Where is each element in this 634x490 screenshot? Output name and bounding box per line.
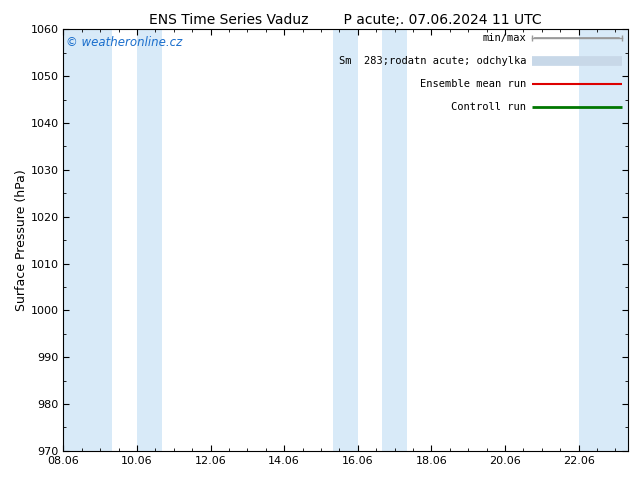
Bar [137,29,162,451]
Text: Sm  283;rodatn acute; odchylka: Sm 283;rodatn acute; odchylka [339,56,526,66]
Text: © weatheronline.cz: © weatheronline.cz [66,36,183,49]
Y-axis label: Surface Pressure (hPa): Surface Pressure (hPa) [15,169,28,311]
Bar [579,29,628,451]
Text: Controll run: Controll run [451,102,526,112]
Bar [63,29,112,451]
Title: ENS Time Series Vaduz        P acute;. 07.06.2024 11 UTC: ENS Time Series Vaduz P acute;. 07.06.20… [149,13,542,27]
Bar [333,29,358,451]
Bar [382,29,407,451]
Text: min/max: min/max [482,33,526,43]
Text: Ensemble mean run: Ensemble mean run [420,79,526,89]
